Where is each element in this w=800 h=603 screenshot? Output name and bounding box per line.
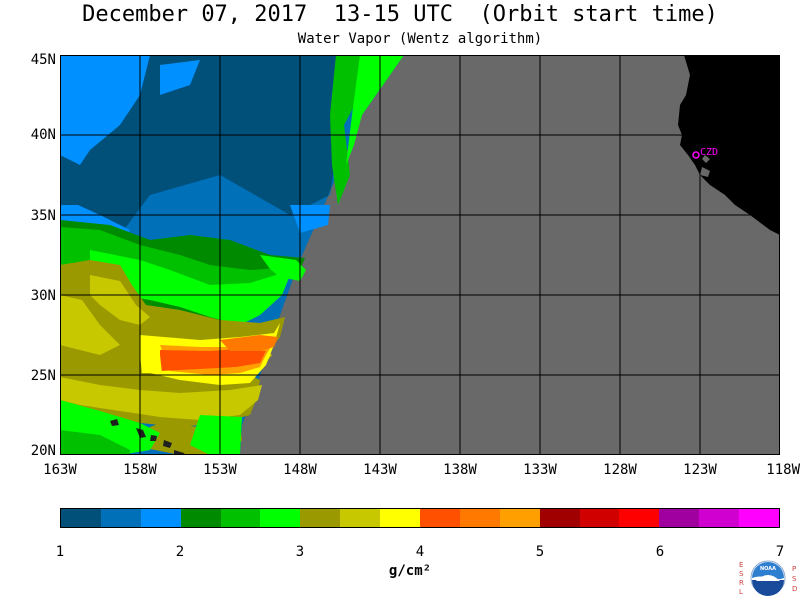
north-america-land <box>678 55 780 235</box>
colorbar-swatch-3 <box>140 509 181 527</box>
colorbar-tick-2: 2 <box>175 544 185 560</box>
colorbar-swatch-14 <box>579 509 620 527</box>
colorbar-swatch-16 <box>659 509 700 527</box>
lon-label-118w: 118W <box>766 462 800 478</box>
noaa-seal-text: NOAA <box>760 566 776 572</box>
colorbar-tick-4: 4 <box>415 544 425 560</box>
lat-label-30n: 30N <box>30 288 56 304</box>
colorbar-swatch-12 <box>499 509 540 527</box>
lon-label-153w: 153W <box>203 462 237 478</box>
colorbar <box>60 508 780 528</box>
lon-label-138w: 138W <box>443 462 477 478</box>
colorbar-swatch-13 <box>539 509 580 527</box>
colorbar-swatch-2 <box>100 509 141 527</box>
lon-label-143w: 143W <box>363 462 397 478</box>
lat-label-20n: 20N <box>30 443 56 459</box>
svg-text:S: S <box>739 570 744 578</box>
colorbar-tick-7: 7 <box>775 544 785 560</box>
colorbar-tick-5: 5 <box>535 544 545 560</box>
water-vapor-swath <box>60 55 404 455</box>
lon-label-123w: 123W <box>683 462 717 478</box>
lat-lon-grid <box>60 55 780 455</box>
map-canvas: CZD <box>60 55 780 455</box>
lat-label-25n: 25N <box>30 368 56 384</box>
lon-label-133w: 133W <box>523 462 557 478</box>
colorbar-tick-1: 1 <box>55 544 65 560</box>
lon-label-158w: 158W <box>123 462 157 478</box>
colorbar-swatch-7 <box>300 509 341 527</box>
map-title: December 07, 2017 13-15 UTC (Orbit start… <box>82 2 718 27</box>
colorbar-swatch-4 <box>180 509 221 527</box>
station-label: CZD <box>700 147 718 158</box>
colorbar-swatch-5 <box>220 509 261 527</box>
colorbar-swatch-18 <box>739 509 780 527</box>
colorbar-swatch-10 <box>420 509 460 527</box>
colorbar-unit: g/cm² <box>388 563 432 579</box>
svg-text:P: P <box>792 565 796 573</box>
map-frame <box>60 55 780 455</box>
station-marker <box>692 151 700 159</box>
colorbar-swatch-15 <box>619 509 660 527</box>
lat-label-40n: 40N <box>30 127 56 143</box>
svg-text:L: L <box>739 588 743 596</box>
colorbar-swatch-11 <box>459 509 500 527</box>
hawaii-islands <box>110 419 185 455</box>
lon-label-128w: 128W <box>603 462 637 478</box>
svg-text:R: R <box>739 579 744 587</box>
colorbar-swatch-17 <box>699 509 740 527</box>
colorbar-tick-3: 3 <box>295 544 305 560</box>
colorbar-swatch-1 <box>61 509 101 527</box>
psd-letters: PSD <box>792 565 797 593</box>
colorbar-tick-6: 6 <box>655 544 665 560</box>
colorbar-swatch-9 <box>380 509 421 527</box>
water-vapor-map: CZD <box>60 55 780 455</box>
lat-label-45n: 45N <box>30 52 56 68</box>
colorbar-swatch-6 <box>260 509 301 527</box>
svg-text:D: D <box>792 585 797 593</box>
lon-label-148w: 148W <box>283 462 317 478</box>
lat-label-35n: 35N <box>30 208 56 224</box>
svg-text:S: S <box>792 575 797 583</box>
lon-label-163w: 163W <box>43 462 77 478</box>
svg-text:E: E <box>739 561 743 569</box>
colorbar-swatch-8 <box>340 509 381 527</box>
map-subtitle: Water Vapor (Wentz algorithm) <box>297 31 543 47</box>
